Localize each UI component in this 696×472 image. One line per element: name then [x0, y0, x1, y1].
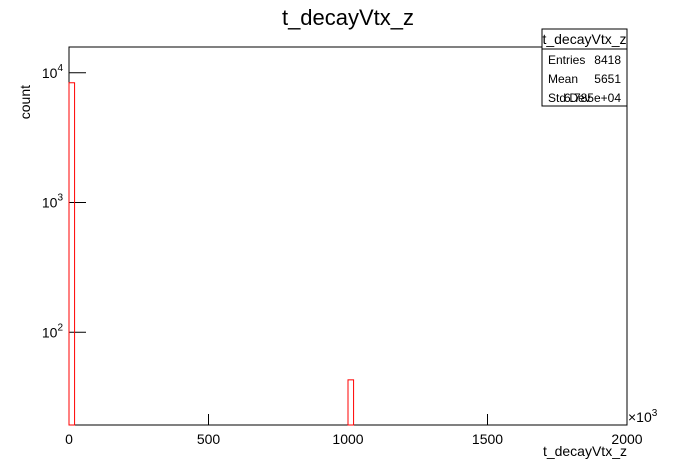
stats-value: 5651	[594, 72, 621, 86]
x-axis-label: t_decayVtx_z	[543, 443, 627, 459]
stats-key: Entries	[548, 53, 585, 67]
y-tick-exponent: 2	[57, 322, 63, 333]
stats-value: 8418	[594, 53, 621, 67]
stats-value: 6.785e+04	[564, 91, 621, 105]
y-axis-label: count	[17, 85, 33, 119]
stats-frame	[541, 28, 628, 107]
x-tick-label: 1500	[472, 431, 503, 447]
x-tick-label: 2000	[611, 431, 642, 447]
x-tick-label: 0	[65, 431, 73, 447]
x-tick-label: 500	[197, 431, 221, 447]
x-tick-label: 1000	[332, 431, 363, 447]
chart-title: t_decayVtx_z	[282, 5, 414, 30]
x-scale: ×103	[628, 408, 658, 425]
x-scale-base: ×10	[628, 409, 652, 425]
stats-key: Mean	[548, 72, 578, 86]
stats-title: t_decayVtx_z	[542, 31, 626, 47]
y-tick-base: 10	[42, 324, 58, 340]
bar	[347, 379, 355, 426]
bar	[68, 82, 76, 426]
y-tick-label: 102	[42, 322, 64, 340]
y-tick-exponent: 4	[57, 63, 63, 74]
y-tick-base: 10	[42, 65, 58, 81]
y-tick-label: 104	[42, 63, 64, 81]
y-tick-label: 103	[42, 193, 64, 211]
y-tick-exponent: 3	[57, 193, 63, 204]
y-tick-base: 10	[42, 195, 58, 211]
stats-key: Std Dev	[548, 91, 591, 105]
x-scale-exponent: 3	[652, 408, 658, 419]
